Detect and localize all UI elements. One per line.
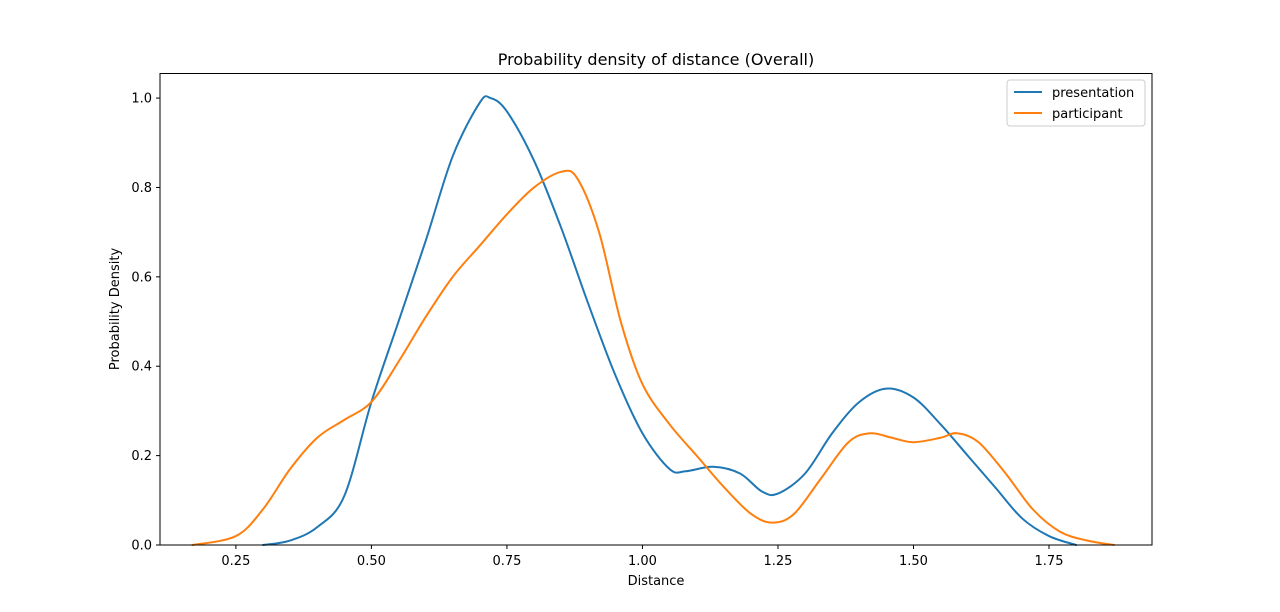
x-tick-label: 1.00 <box>628 554 657 569</box>
y-tick-label: 0.0 <box>131 539 152 554</box>
y-tick-label: 1.0 <box>131 92 152 107</box>
x-tick-label: 1.25 <box>763 554 792 569</box>
x-tick-label: 0.50 <box>357 554 386 569</box>
y-axis-label: Probability Density <box>108 248 123 371</box>
legend-label-presentation: presentation <box>1052 86 1134 101</box>
x-tick-label: 0.75 <box>492 554 521 569</box>
y-tick-label: 0.8 <box>131 181 152 196</box>
x-tick-label: 1.50 <box>899 554 928 569</box>
legend-label-participant: participant <box>1052 107 1123 122</box>
legend: presentation participant <box>1006 79 1146 127</box>
series-line-presentation <box>261 95 1078 546</box>
x-axis-label: Distance <box>628 574 685 589</box>
series-line-participant <box>191 169 1116 546</box>
y-tick-label: 0.4 <box>131 360 152 375</box>
chart-title: Probability density of distance (Overall… <box>498 50 814 69</box>
y-tick-label: 0.6 <box>131 270 152 285</box>
x-tick-label: 0.25 <box>221 554 250 569</box>
y-tick-label: 0.2 <box>131 449 152 464</box>
plot-frame <box>159 73 1153 546</box>
x-tick-label: 1.75 <box>1035 554 1064 569</box>
